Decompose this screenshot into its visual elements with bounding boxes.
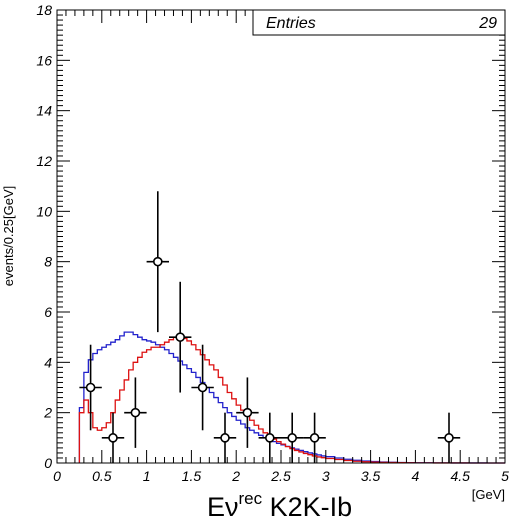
data-point-marker	[175, 332, 185, 342]
data-point-marker	[197, 382, 208, 393]
data-point-marker	[85, 382, 96, 393]
y-tick-label: 18	[36, 2, 52, 18]
x-tick-label: 0.5	[92, 468, 112, 484]
x-tick-label: 2.5	[270, 468, 291, 484]
y-axis-label: events/0.25[GeV]	[1, 186, 16, 286]
data-point	[437, 412, 461, 463]
stats-entries-label: Entries	[266, 15, 316, 32]
x-tick-label: 1.5	[182, 468, 202, 484]
x-tick-label: 4	[412, 468, 420, 484]
y-tick-label: 2	[43, 405, 52, 421]
y-tick-label: 4	[44, 354, 52, 370]
x-axis-title-suffix: K2K-Ib	[262, 492, 352, 522]
stats-box-frame	[252, 9, 506, 36]
data-point-marker	[220, 433, 230, 443]
x-axis-title-superscript: rec	[239, 489, 263, 508]
y-tick-label: 6	[44, 304, 52, 320]
x-tick-label: 4.5	[450, 468, 470, 484]
y-tick-label: 16	[36, 52, 52, 68]
data-point-marker	[309, 433, 320, 443]
data-point	[303, 412, 326, 463]
data-point-marker	[287, 433, 298, 443]
data-point	[101, 412, 125, 463]
y-tick-label: 0	[44, 455, 52, 471]
data-point	[124, 377, 147, 448]
x-tick-label: 2	[231, 468, 240, 484]
data-point	[146, 191, 169, 333]
data-point-marker	[242, 407, 253, 418]
data-point-marker	[444, 433, 454, 443]
data-point	[213, 412, 237, 463]
x-tick-label: 1	[143, 468, 151, 484]
y-tick-label: 10	[36, 203, 52, 219]
data-point	[79, 344, 102, 431]
data-point	[236, 377, 259, 448]
x-axis-ticks: 0 0.5 1 1.5 2 2.5 3 3.5 4 4.5 5	[53, 10, 509, 484]
data-point	[281, 412, 304, 463]
y-axis-ticks: 0 2 4 6 8 10 12 14 16 18	[36, 2, 505, 471]
stats-box: Entries 29	[252, 9, 506, 36]
stats-entries-value: 29	[478, 15, 497, 32]
data-point-marker	[130, 407, 141, 418]
data-point-marker	[264, 433, 275, 443]
data-point	[258, 412, 281, 463]
data-points	[79, 191, 461, 463]
y-tick-label: 8	[44, 254, 52, 270]
x-tick-label: 3.5	[361, 468, 381, 484]
data-point-marker	[153, 256, 163, 267]
x-tick-label: 5	[501, 468, 509, 484]
x-axis-title: Eνrec K2K-Ib	[207, 489, 352, 522]
x-tick-label: 3	[322, 468, 330, 484]
x-axis-title-main: Eν	[207, 492, 239, 522]
data-point-marker	[108, 433, 118, 443]
data-point	[169, 281, 192, 393]
x-axis-unit-label: [GeV]	[472, 487, 505, 502]
x-tick-label: 0	[53, 468, 61, 484]
y-tick-label: 12	[36, 153, 52, 169]
y-tick-label: 14	[36, 103, 52, 119]
data-point	[191, 344, 214, 431]
